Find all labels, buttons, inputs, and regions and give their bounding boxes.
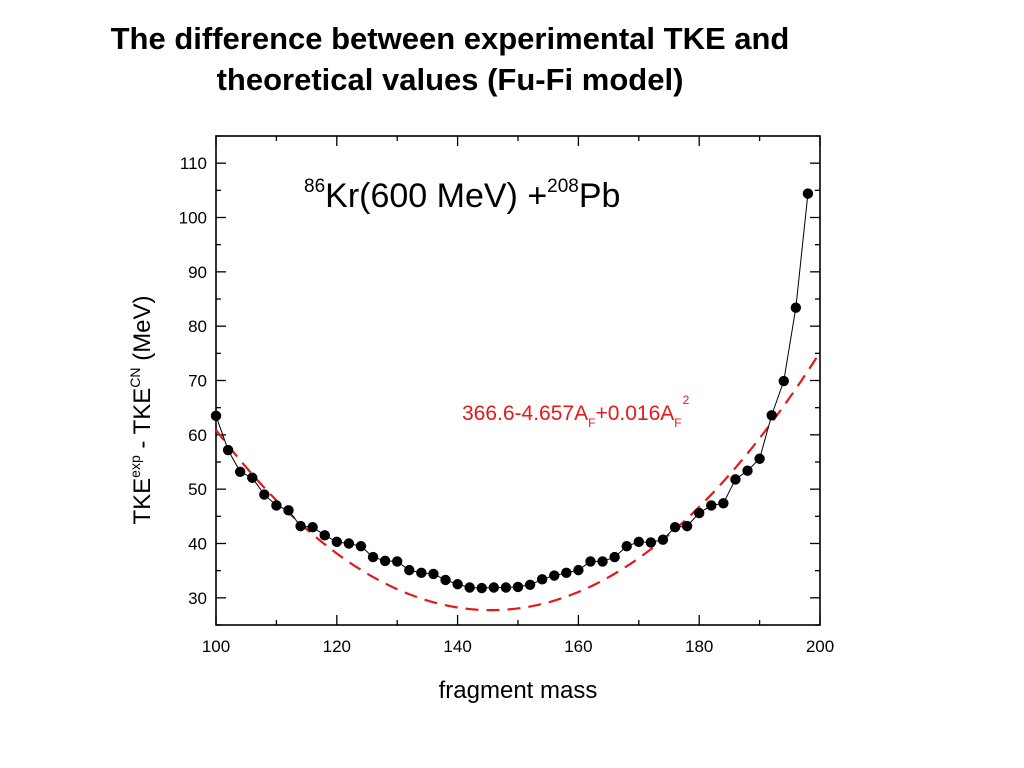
data-point	[488, 582, 500, 593]
y-tick-label: 50	[188, 480, 207, 499]
y-label-mid: - TKE	[129, 388, 156, 456]
fit-sub-2: F	[674, 416, 681, 430]
data-point	[561, 567, 572, 579]
y-label-main: TKE	[129, 478, 156, 525]
data-point	[718, 498, 729, 509]
fit-sub-1: F	[588, 416, 595, 430]
data-point	[428, 568, 439, 580]
target-mass: 208	[547, 176, 579, 197]
y-tick-label: 40	[188, 535, 207, 554]
y-tick-label: 100	[179, 209, 207, 228]
axis-ticks	[215, 135, 821, 626]
projectile-text: Kr(600 MeV) +	[325, 177, 547, 215]
x-tick-labels: 100 120 140 160 180 200	[202, 637, 834, 656]
data-point	[730, 474, 741, 485]
data-point	[392, 556, 403, 567]
data-point	[500, 582, 512, 593]
data-point	[790, 302, 802, 313]
data-point	[416, 567, 427, 579]
chart-title: The difference between experimental TKE …	[0, 18, 900, 100]
data-point	[766, 410, 777, 421]
fit-sup: 2	[683, 393, 690, 407]
x-axis-label: fragment mass	[439, 677, 598, 704]
data-point	[367, 551, 379, 563]
data-points	[210, 188, 814, 594]
data-point	[295, 520, 306, 532]
fit-text-b: +0.016A	[595, 402, 674, 425]
data-point	[452, 579, 463, 590]
chart-title-line2: theoretical values (Fu-Fi model)	[216, 62, 684, 97]
data-point	[379, 555, 391, 567]
data-point	[259, 489, 270, 500]
data-point	[404, 564, 415, 576]
data-point	[633, 536, 644, 548]
chart-title-line1: The difference between experimental TKE …	[110, 21, 790, 56]
data-point	[464, 582, 475, 593]
data-point	[210, 410, 222, 422]
target-text: Pb	[579, 177, 621, 215]
data-point	[319, 530, 330, 541]
data-point	[669, 522, 681, 533]
y-tick-label: 30	[188, 589, 207, 608]
x-tick-label: 120	[323, 637, 351, 656]
data-point	[271, 500, 282, 511]
data-point	[355, 541, 367, 552]
fit-text-a: 366.6-4.657A	[462, 402, 588, 425]
data-point	[234, 466, 246, 477]
data-point	[222, 444, 234, 456]
y-tick-labels: 30 40 50 60 70 80 90 100 110	[179, 154, 207, 608]
y-tick-label: 60	[188, 426, 207, 445]
data-point	[549, 570, 560, 581]
data-point	[694, 507, 705, 519]
data-point	[573, 564, 584, 576]
data-point	[247, 472, 258, 483]
data-point	[609, 551, 620, 563]
y-tick-label: 80	[188, 317, 207, 336]
data-point	[742, 465, 753, 476]
data-point	[657, 534, 669, 545]
data-point	[597, 556, 608, 567]
x-tick-label: 200	[806, 637, 834, 656]
y-label-sup1: exp	[127, 455, 143, 478]
reaction-annotation: 86Kr(600 MeV) +208Pb	[304, 176, 620, 215]
y-label-unit: (MeV)	[129, 295, 156, 367]
data-point	[331, 536, 342, 548]
data-point	[343, 538, 355, 549]
fit-curve	[215, 351, 821, 612]
x-tick-label: 100	[202, 637, 230, 656]
data-point	[645, 537, 657, 548]
x-tick-label: 140	[443, 637, 471, 656]
data-point	[754, 453, 765, 464]
data-point	[536, 574, 548, 585]
data-point	[706, 500, 717, 511]
y-label-sup2: CN	[127, 367, 143, 387]
data-point	[524, 579, 536, 590]
x-tick-label: 160	[564, 637, 592, 656]
data-point	[476, 582, 487, 594]
y-axis-label: TKEexp - TKECN (MeV)	[127, 295, 156, 524]
y-tick-label: 90	[188, 263, 207, 282]
data-point	[585, 556, 596, 567]
x-tick-label: 180	[685, 637, 713, 656]
data-point	[283, 505, 294, 516]
data-point	[621, 541, 632, 552]
data-point	[307, 522, 318, 533]
data-point	[802, 188, 814, 199]
y-tick-label: 110	[180, 154, 207, 173]
y-tick-label: 70	[188, 372, 207, 391]
data-point	[512, 581, 524, 593]
data-point	[440, 574, 451, 586]
data-point	[681, 520, 693, 532]
data-point	[778, 375, 789, 387]
projectile-mass: 86	[304, 176, 325, 197]
fit-equation-label: 366.6-4.657AF+0.016AF2	[462, 393, 690, 430]
